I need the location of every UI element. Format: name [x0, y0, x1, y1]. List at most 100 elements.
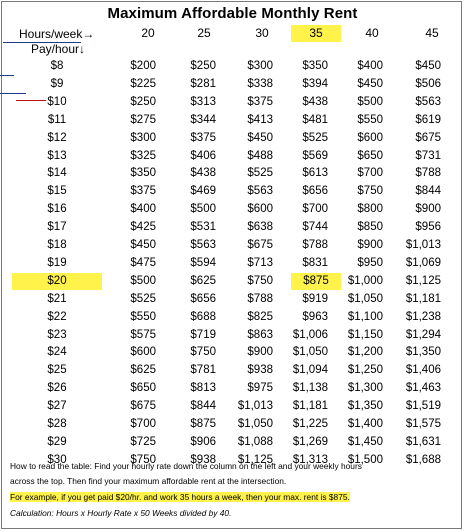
rent-cell: $1,238 [405, 310, 441, 323]
rent-cell: $488 [247, 149, 273, 162]
rent-cell: $963 [302, 310, 328, 323]
header-underline [3, 42, 81, 43]
rent-cell: $300 [247, 60, 273, 72]
rent-cell: $1,575 [405, 418, 441, 430]
rent-cell: $438 [190, 167, 216, 180]
rent-cell: $1,069 [405, 256, 441, 269]
rent-cell: $919 [302, 292, 328, 305]
rent-cell: $1,125 [405, 274, 441, 287]
rent-cell: $1,300 [347, 382, 383, 395]
rent-cell: $469 [190, 185, 216, 198]
rent-cell: $400 [130, 203, 156, 216]
rent-cell: $569 [302, 149, 328, 162]
rent-cell: $788 [415, 167, 441, 180]
rent-cell: $1,150 [347, 328, 383, 341]
rent-cell: $450 [130, 239, 156, 251]
rent-cell: $1,125 [237, 453, 273, 466]
rent-cell: $656 [190, 292, 216, 305]
rent-cell: $750 [357, 185, 383, 198]
rent-cell: $500 [190, 203, 216, 216]
rent-cell: $744 [302, 221, 328, 234]
rent-cell: $225 [130, 77, 156, 90]
rent-cell: $1,269 [292, 435, 328, 448]
rent-cell: $719 [190, 328, 216, 341]
rent-cell: $1,088 [237, 435, 273, 448]
rent-cell: $1,406 [405, 364, 441, 377]
rent-cell: $525 [130, 292, 156, 305]
rent-cell: $475 [130, 256, 156, 269]
rent-cell: $406 [190, 149, 216, 162]
rent-cell: $1,450 [347, 435, 383, 448]
hours-per-week-label: Hours/week→ [19, 27, 95, 41]
rent-cell: $619 [415, 113, 441, 126]
rent-cell: $450 [247, 131, 273, 144]
pay-rate-24: $24 [47, 346, 67, 359]
rent-cell: $1,006 [292, 328, 328, 341]
rent-cell: $200 [130, 60, 156, 72]
rent-cell: $563 [190, 239, 216, 251]
rent-cell: $900 [247, 346, 273, 359]
page-title: Maximum Affordable Monthly Rent [107, 5, 358, 22]
rent-cell: $900 [415, 203, 441, 216]
rent-cell: $656 [302, 185, 328, 198]
rent-cell: $1,500 [347, 453, 383, 466]
rent-cell: $975 [247, 382, 273, 395]
rent-cell: $350 [130, 167, 156, 180]
rent-cell: $1,181 [292, 400, 328, 413]
rent-cell: $563 [415, 95, 441, 108]
pen-mark-blue-1 [0, 75, 14, 76]
rent-cell: $1,294 [405, 328, 441, 341]
rent-cell: $800 [357, 203, 383, 216]
rent-cell: $1,138 [292, 382, 328, 395]
rent-cell: $781 [190, 364, 216, 377]
rent-cell: $531 [190, 221, 216, 234]
instructions-line-2: across the top. Then find your maximum a… [10, 476, 287, 486]
rent-cell: $750 [130, 453, 156, 466]
rent-cell: $344 [190, 113, 216, 126]
rent-cell: $1,013 [237, 400, 273, 413]
rent-cell: $1,181 [405, 292, 441, 305]
rent-cell: $788 [247, 292, 273, 305]
rent-cell: $875 [190, 418, 216, 430]
hours-header-40: 40 [365, 26, 379, 40]
rent-cell: $563 [247, 185, 273, 198]
example-line-wrap: For example, if you get paid $20/hr. and… [10, 490, 460, 505]
rent-cell: $650 [130, 382, 156, 395]
example-line: For example, if you get paid $20/hr. and… [10, 492, 350, 502]
instructions-line-1: How to read the table: Find your hourly … [10, 461, 362, 471]
rent-cell: $950 [357, 256, 383, 269]
rent-cell: $425 [130, 221, 156, 234]
pay-rate-11: $11 [47, 113, 67, 126]
pay-rate-12: $12 [47, 131, 67, 144]
rent-cell: $250 [190, 60, 216, 72]
rent-cell: $675 [415, 131, 441, 144]
pay-rate-19: $19 [47, 256, 67, 269]
rent-cell: $375 [190, 131, 216, 144]
pay-rate-26: $26 [47, 382, 67, 395]
rent-cell: $600 [130, 346, 156, 359]
rent-cell: $875 [291, 272, 341, 290]
rent-cell: $750 [247, 274, 273, 287]
rent-cell: $1,688 [405, 453, 441, 466]
rent-cell: $844 [190, 400, 216, 413]
rent-cell: $281 [190, 77, 216, 90]
rent-cell: $500 [357, 95, 383, 108]
rent-cell: $675 [247, 239, 273, 251]
pay-rate-27: $27 [47, 400, 67, 413]
rent-cell: $450 [415, 60, 441, 72]
rent-cell: $1,519 [405, 400, 441, 413]
rent-cell: $1,350 [347, 400, 383, 413]
pay-rate-18: $18 [47, 239, 67, 251]
rent-cell: $788 [302, 239, 328, 251]
rent-cell: $1,400 [347, 418, 383, 430]
rent-cell: $731 [415, 149, 441, 162]
rent-cell: $1,094 [292, 364, 328, 377]
pay-rate-22: $22 [47, 310, 67, 323]
pay-rate-14: $14 [47, 167, 67, 180]
rent-cell: $900 [357, 239, 383, 251]
rent-cell: $713 [247, 256, 273, 269]
rent-cell: $600 [247, 203, 273, 216]
hours-header-45: 45 [425, 26, 439, 40]
rent-cell: $725 [130, 435, 156, 448]
rent-cell: $250 [130, 95, 156, 108]
